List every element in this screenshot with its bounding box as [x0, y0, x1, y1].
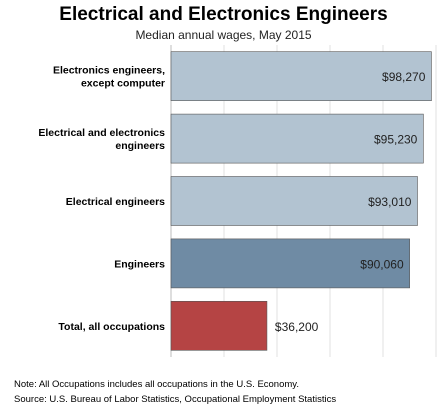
category-label: engineers [115, 140, 165, 152]
bar [170, 113, 424, 164]
value-label: $93,010 [368, 195, 412, 209]
value-label: $36,200 [275, 320, 319, 334]
note-text: Note: All Occupations includes all occup… [14, 379, 299, 390]
category-label: Electronics engineers, [53, 65, 165, 77]
source-text: Source: U.S. Bureau of Labor Statistics,… [14, 394, 337, 405]
value-label: $98,270 [382, 70, 426, 84]
bar [170, 176, 418, 226]
category-label: Engineers [114, 258, 165, 270]
value-label: $90,060 [360, 257, 404, 271]
chart-subtitle: Median annual wages, May 2015 [135, 28, 312, 42]
bar [170, 51, 432, 102]
category-label: Total, all occupations [58, 321, 165, 333]
footnotes: Note: All Occupations includes all occup… [14, 377, 336, 407]
category-label: Electrical engineers [66, 196, 165, 208]
value-label: $95,230 [374, 133, 418, 147]
bar [170, 238, 410, 289]
category-label: Electrical and electronics [38, 127, 165, 139]
bar [170, 300, 268, 351]
chart-title: Electrical and Electronics Engineers [59, 4, 388, 25]
category-label: except computer [81, 78, 165, 90]
